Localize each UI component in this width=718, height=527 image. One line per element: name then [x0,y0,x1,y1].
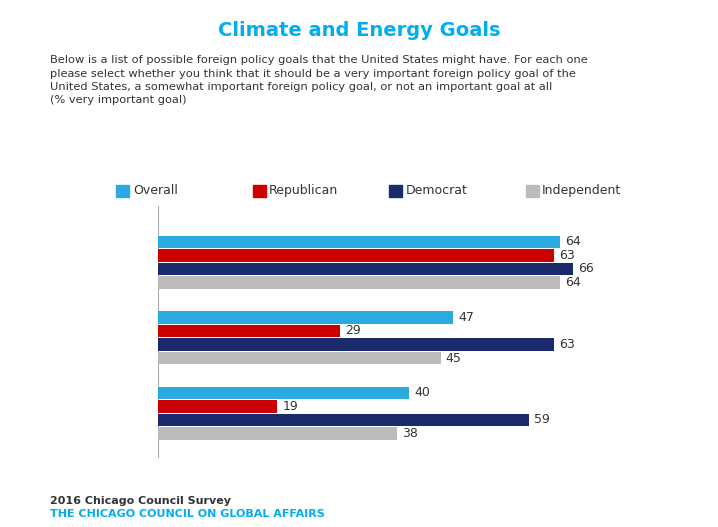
Text: 19: 19 [282,400,298,413]
Bar [158,325,340,337]
Bar [158,386,409,399]
Bar [158,414,528,426]
Text: 64: 64 [565,235,581,248]
Bar [158,338,554,351]
Bar [158,400,277,413]
Text: 64: 64 [565,276,581,289]
Text: 63: 63 [559,249,574,262]
Text: 59: 59 [533,414,549,426]
Bar [158,352,441,364]
Text: 29: 29 [345,325,361,337]
Bar [158,262,572,275]
Text: THE CHICAGO COUNCIL ON GLOBAL AFFAIRS: THE CHICAGO COUNCIL ON GLOBAL AFFAIRS [50,509,325,519]
Text: Republican: Republican [269,184,338,197]
Text: 47: 47 [458,311,474,324]
Text: 2016 Chicago Council Survey: 2016 Chicago Council Survey [50,496,231,506]
Bar [158,427,396,440]
Text: 63: 63 [559,338,574,351]
Text: Below is a list of possible foreign policy goals that the United States might ha: Below is a list of possible foreign poli… [50,55,588,105]
Text: Independent: Independent [542,184,621,197]
Bar [158,236,560,248]
Text: Overall: Overall [133,184,178,197]
Bar [158,276,560,289]
Text: 40: 40 [414,386,430,399]
Bar [158,249,554,261]
Bar [158,311,453,324]
Text: 45: 45 [446,352,462,365]
Text: Climate and Energy Goals: Climate and Energy Goals [218,21,500,40]
Text: 38: 38 [401,427,418,440]
Text: Democrat: Democrat [406,184,467,197]
Text: 66: 66 [577,262,593,276]
